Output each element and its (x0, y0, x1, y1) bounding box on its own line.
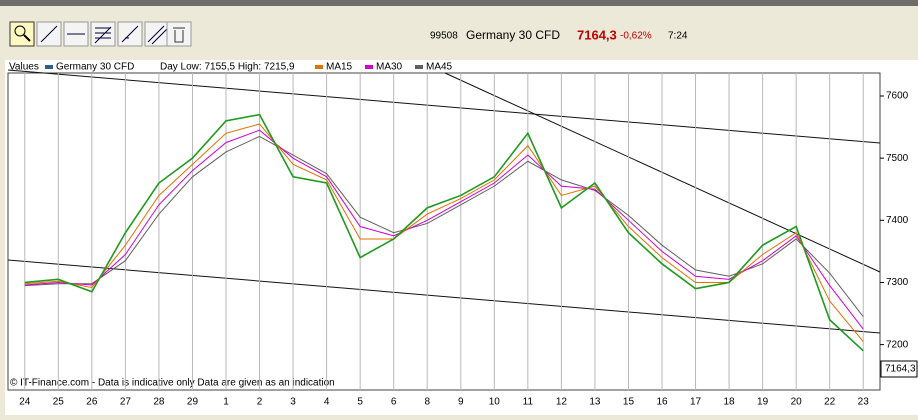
legend-swatch (415, 65, 423, 69)
series-line (24, 113, 864, 352)
channel-icon (121, 25, 139, 43)
y-tick-label: 7400 (886, 215, 909, 226)
parallel-icon (147, 25, 169, 45)
legend-entry: MA30 (376, 62, 403, 73)
fibo-icon (94, 26, 112, 44)
legend-swatch (365, 65, 373, 69)
instrument-name: Germany 30 CFD (466, 28, 560, 42)
instrument-code: 99508 (430, 31, 458, 42)
trend-line (7, 69, 881, 144)
day-range: Day Low: 7155,5 High: 7215,9 (160, 62, 295, 73)
x-tick-label: 24 (19, 397, 31, 408)
legend-entry: MA15 (326, 62, 353, 73)
top-strip (0, 0, 918, 6)
x-tick-label: 22 (824, 397, 836, 408)
trend-line (7, 259, 881, 334)
x-tick-label: 29 (187, 397, 199, 408)
change: -0,62% (620, 31, 652, 42)
x-tick-label: 25 (53, 397, 65, 408)
legend-entry: Germany 30 CFD (56, 62, 134, 73)
x-tick-label: 23 (858, 397, 870, 408)
legend: Germany 30 CFD MA15 MA30 MA45 (45, 62, 453, 73)
zoom-icon (23, 34, 31, 42)
y-tick-label: 7600 (886, 91, 909, 102)
source-note: © IT-Finance.com - Data is indicative on… (10, 378, 335, 389)
x-tick-label: 26 (86, 397, 98, 408)
series-line (24, 123, 864, 342)
legend-entry: MA45 (426, 62, 453, 73)
x-tick-label: 3 (290, 397, 296, 408)
delete-icon (173, 27, 185, 43)
x-tick-label: 28 (153, 397, 165, 408)
x-tick-label: 11 (523, 397, 534, 408)
x-tick-label: 9 (458, 397, 464, 408)
x-tick-label: 12 (556, 397, 568, 408)
legend-swatch (45, 65, 53, 69)
x-tick-label: 15 (623, 397, 635, 408)
legend-swatch (315, 65, 323, 69)
last-price: 7164,3 (577, 27, 617, 42)
parallel-button[interactable] (144, 21, 170, 47)
zoom-icon (14, 25, 26, 37)
zoom-button[interactable] (9, 21, 35, 47)
plot-frame (7, 72, 881, 391)
x-tick-label: 17 (690, 397, 702, 408)
x-tick-label: 1 (223, 397, 229, 408)
series-line (24, 135, 864, 317)
legend-title: Values (9, 62, 39, 73)
y-tick-label: 7300 (886, 277, 909, 288)
x-tick-label: 4 (324, 397, 330, 408)
last-price-box (880, 360, 918, 378)
x-tick-label: 20 (791, 397, 803, 408)
series-line (24, 129, 864, 330)
y-tick-label: 7200 (886, 339, 909, 350)
x-tick-label: 19 (757, 397, 769, 408)
x-tick-label: 8 (424, 397, 430, 408)
x-tick-label: 5 (357, 397, 363, 408)
x-tick-label: 2 (257, 397, 263, 408)
x-tick-label: 18 (724, 397, 736, 408)
time: 7:24 (668, 31, 688, 42)
fibo-button[interactable] (90, 21, 116, 47)
x-tick-label: 27 (120, 397, 132, 408)
x-tick-label: 6 (391, 397, 397, 408)
x-tick-label: 13 (589, 397, 601, 408)
toolbar (9, 21, 192, 47)
y-tick-label: 7500 (886, 153, 909, 164)
x-tick-label: 10 (489, 397, 501, 408)
last-price-axis: 7164,3 (885, 364, 916, 375)
trendline-icon (40, 25, 58, 43)
x-tick-label: 16 (656, 397, 668, 408)
